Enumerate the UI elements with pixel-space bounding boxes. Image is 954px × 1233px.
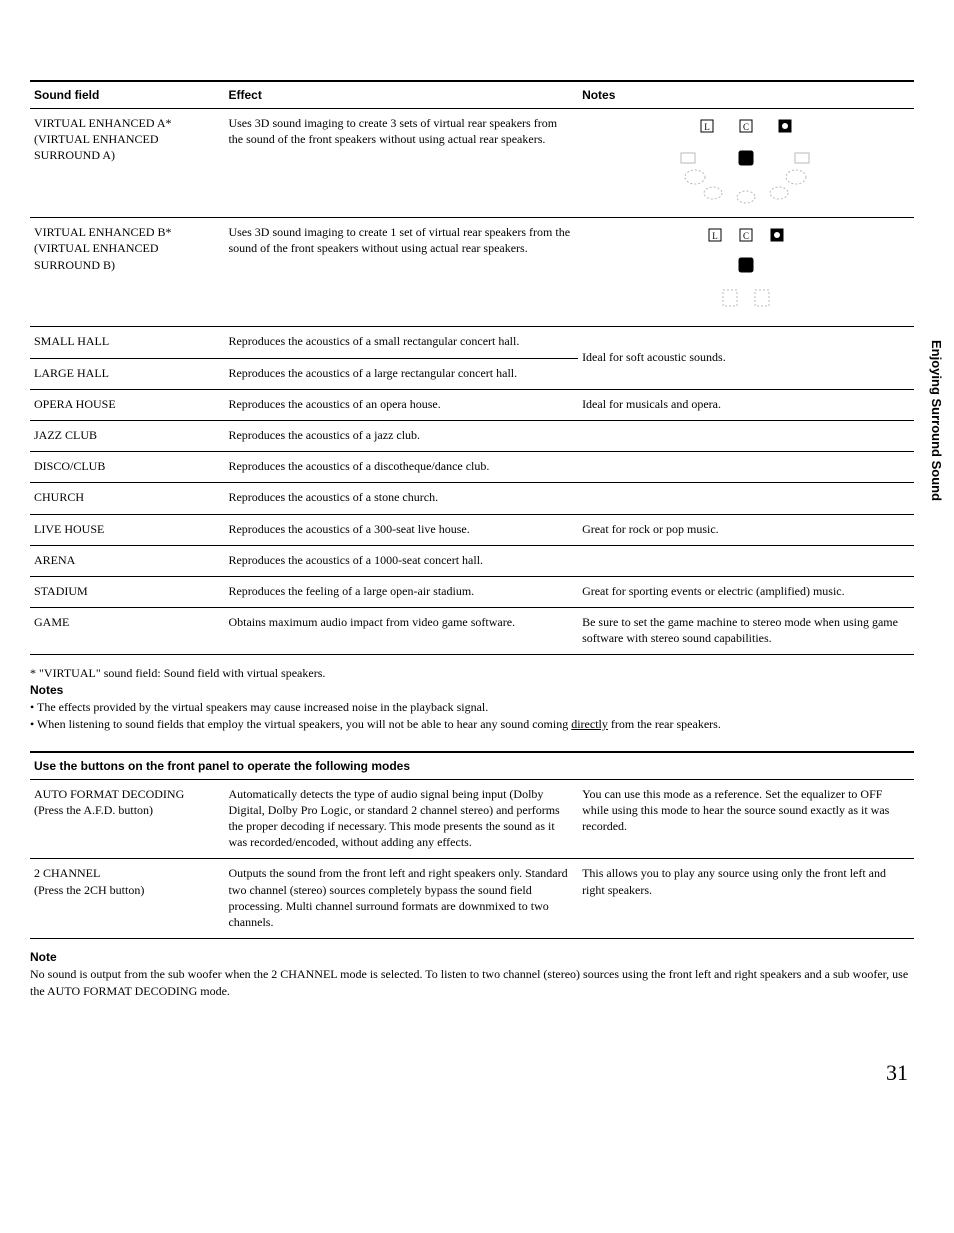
page-number: 31 (30, 1060, 914, 1086)
speaker-layout-a-icon: L C (661, 115, 831, 205)
table-row: VIRTUAL ENHANCED A*(VIRTUAL ENHANCED SUR… (30, 109, 914, 218)
page-container: Enjoying Surround Sound Sound field Effe… (0, 0, 954, 1126)
header-notes: Notes (578, 81, 914, 109)
cell-notes-diagram: L C (578, 109, 914, 218)
cell-notes: Great for rock or pop music. (578, 514, 914, 545)
speaker-layout-b-icon: L C (661, 224, 831, 314)
cell-mode-note: You can use this mode as a reference. Se… (578, 780, 914, 859)
modes-section-title: Use the buttons on the front panel to op… (30, 751, 914, 780)
table-row: OPERA HOUSE Reproduces the acoustics of … (30, 389, 914, 420)
cell-sound-field: SMALL HALL (30, 327, 224, 358)
table-row: GAME Obtains maximum audio impact from v… (30, 608, 914, 655)
cell-mode-note: This allows you to play any source using… (578, 859, 914, 939)
bottom-note-body: No sound is output from the sub woofer w… (30, 966, 914, 1000)
cell-mode-name: 2 CHANNEL (Press the 2CH button) (30, 859, 224, 939)
cell-mode-desc: Automatically detects the type of audio … (224, 780, 578, 859)
side-section-label: Enjoying Surround Sound (929, 340, 944, 501)
footnote-bullet-2b: from the rear speakers. (608, 717, 721, 731)
footnotes-block: * "VIRTUAL" sound field: Sound field wit… (30, 665, 914, 732)
table-row: SMALL HALL Reproduces the acoustics of a… (30, 327, 914, 358)
footnote-bullet-2: • When listening to sound fields that em… (30, 716, 914, 733)
cell-notes (578, 483, 914, 514)
footnote-virtual: * "VIRTUAL" sound field: Sound field wit… (30, 665, 914, 682)
cell-sound-field: CHURCH (30, 483, 224, 514)
table-row: STADIUM Reproduces the feeling of a larg… (30, 576, 914, 607)
cell-sound-field: JAZZ CLUB (30, 420, 224, 451)
cell-notes: Ideal for musicals and opera. (578, 389, 914, 420)
cell-effect: Reproduces the acoustics of a stone chur… (224, 483, 578, 514)
table-row: ARENA Reproduces the acoustics of a 1000… (30, 545, 914, 576)
cell-effect: Reproduces the acoustics of a jazz club. (224, 420, 578, 451)
sound-field-table: Sound field Effect Notes VIRTUAL ENHANCE… (30, 80, 914, 655)
cell-effect: Reproduces the acoustics of a discothequ… (224, 452, 578, 483)
footnote-bullet-2-underline: directly (571, 717, 608, 731)
cell-sound-field: VIRTUAL ENHANCED A*(VIRTUAL ENHANCED SUR… (30, 109, 224, 218)
table-row: CHURCH Reproduces the acoustics of a sto… (30, 483, 914, 514)
cell-effect: Reproduces the acoustics of an opera hou… (224, 389, 578, 420)
cell-sound-field: ARENA (30, 545, 224, 576)
cell-sound-field: GAME (30, 608, 224, 655)
cell-notes: Be sure to set the game machine to stere… (578, 608, 914, 655)
modes-table: AUTO FORMAT DECODING (Press the A.F.D. b… (30, 780, 914, 940)
svg-text:L: L (712, 231, 718, 241)
cell-mode-name: AUTO FORMAT DECODING (Press the A.F.D. b… (30, 780, 224, 859)
table-row: JAZZ CLUB Reproduces the acoustics of a … (30, 420, 914, 451)
cell-effect: Uses 3D sound imaging to create 1 set of… (224, 218, 578, 327)
header-sound-field: Sound field (30, 81, 224, 109)
cell-sound-field: DISCO/CLUB (30, 452, 224, 483)
footnote-bullet-1: • The effects provided by the virtual sp… (30, 699, 914, 716)
svg-text:C: C (743, 122, 749, 132)
cell-notes (578, 420, 914, 451)
cell-effect: Reproduces the feeling of a large open-a… (224, 576, 578, 607)
svg-text:C: C (743, 231, 749, 241)
cell-notes (578, 545, 914, 576)
cell-mode-desc: Outputs the sound from the front left an… (224, 859, 578, 939)
mode-name: 2 CHANNEL (34, 866, 100, 880)
cell-effect: Reproduces the acoustics of a small rect… (224, 327, 578, 358)
table-row: 2 CHANNEL (Press the 2CH button) Outputs… (30, 859, 914, 939)
cell-notes: Great for sporting events or electric (a… (578, 576, 914, 607)
cell-sound-field: LIVE HOUSE (30, 514, 224, 545)
cell-notes (578, 452, 914, 483)
cell-sound-field: LARGE HALL (30, 358, 224, 389)
footnotes-heading: Notes (30, 682, 914, 699)
cell-effect: Uses 3D sound imaging to create 3 sets o… (224, 109, 578, 218)
table-row: VIRTUAL ENHANCED B*(VIRTUAL ENHANCED SUR… (30, 218, 914, 327)
mode-name: AUTO FORMAT DECODING (34, 787, 184, 801)
cell-sound-field: STADIUM (30, 576, 224, 607)
cell-effect: Obtains maximum audio impact from video … (224, 608, 578, 655)
cell-notes: Ideal for soft acoustic sounds. (578, 327, 914, 389)
table-header-row: Sound field Effect Notes (30, 81, 914, 109)
bottom-note-heading: Note (30, 949, 914, 966)
header-effect: Effect (224, 81, 578, 109)
cell-notes-diagram: L C (578, 218, 914, 327)
mode-press: (Press the A.F.D. button) (34, 803, 153, 817)
cell-sound-field: VIRTUAL ENHANCED B*(VIRTUAL ENHANCED SUR… (30, 218, 224, 327)
cell-effect: Reproduces the acoustics of a 300-seat l… (224, 514, 578, 545)
bottom-note-block: Note No sound is output from the sub woo… (30, 949, 914, 999)
cell-effect: Reproduces the acoustics of a large rect… (224, 358, 578, 389)
cell-effect: Reproduces the acoustics of a 1000-seat … (224, 545, 578, 576)
cell-sound-field: OPERA HOUSE (30, 389, 224, 420)
svg-text:L: L (704, 122, 710, 132)
table-row: DISCO/CLUB Reproduces the acoustics of a… (30, 452, 914, 483)
table-row: LIVE HOUSE Reproduces the acoustics of a… (30, 514, 914, 545)
footnote-bullet-2a: • When listening to sound fields that em… (30, 717, 571, 731)
table-row: AUTO FORMAT DECODING (Press the A.F.D. b… (30, 780, 914, 859)
mode-press: (Press the 2CH button) (34, 883, 144, 897)
